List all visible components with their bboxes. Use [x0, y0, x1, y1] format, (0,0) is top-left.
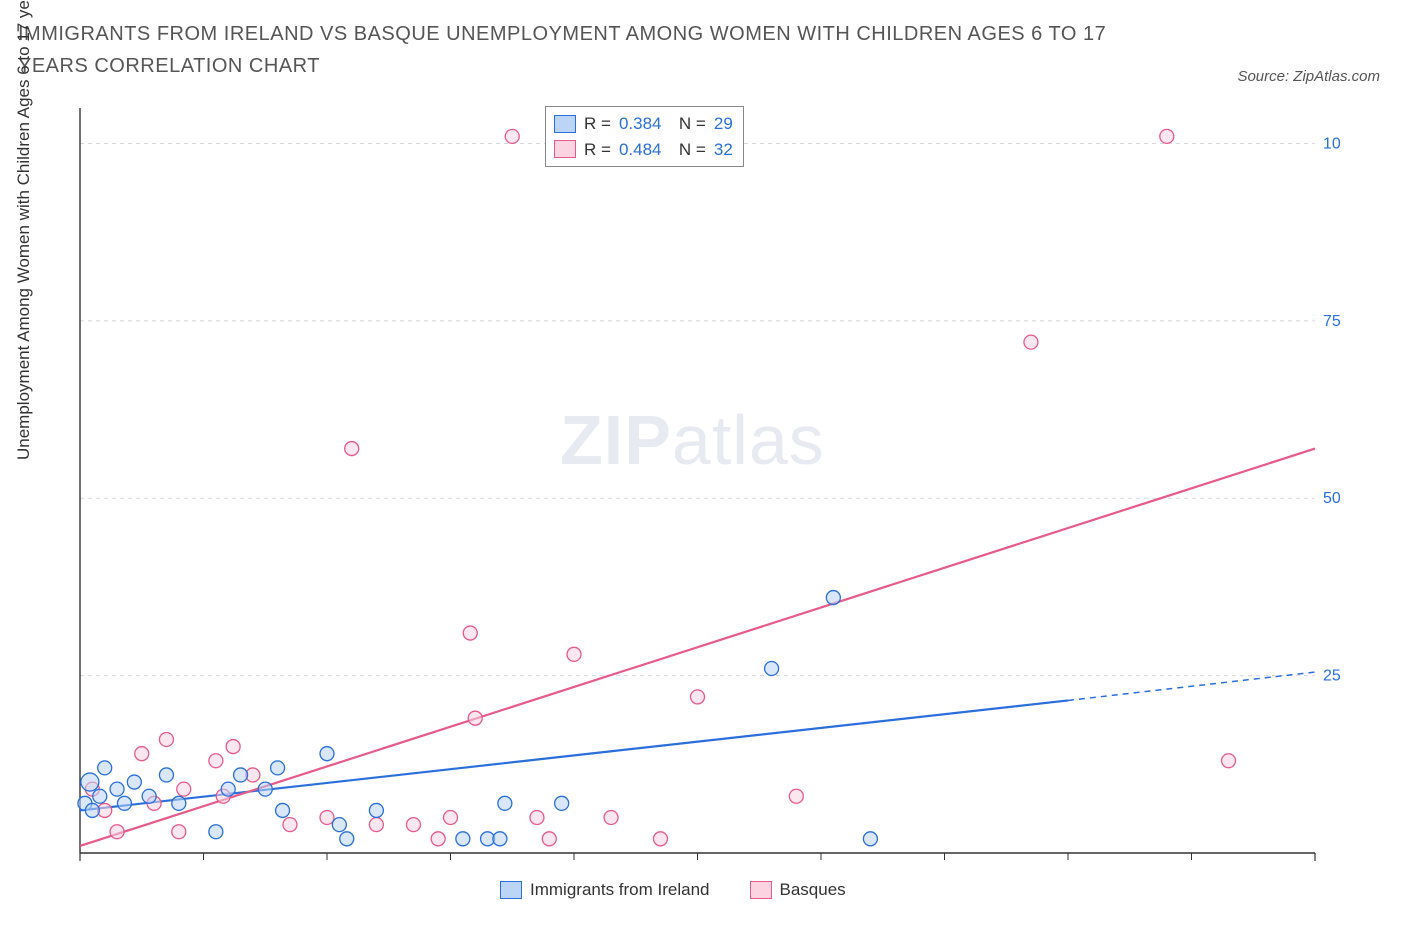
chart-svg: 25.0%50.0%75.0%100.0%0.0%5.0% — [55, 102, 1340, 862]
svg-text:100.0%: 100.0% — [1323, 135, 1340, 152]
svg-text:50.0%: 50.0% — [1323, 490, 1340, 507]
swatch-blue-icon — [554, 115, 576, 133]
swatch-pink-icon — [750, 881, 772, 899]
legend-n-value: 32 — [714, 137, 733, 163]
legend-item-pink: Basques — [750, 880, 846, 900]
legend-label: Immigrants from Ireland — [530, 880, 710, 900]
chart-title: IMMIGRANTS FROM IRELAND VS BASQUE UNEMPL… — [18, 18, 1138, 82]
title-area: IMMIGRANTS FROM IRELAND VS BASQUE UNEMPL… — [18, 18, 1388, 82]
stats-legend: R = 0.384 N = 29 R = 0.484 N = 32 — [545, 106, 744, 167]
source-attribution: Source: ZipAtlas.com — [1237, 68, 1380, 85]
legend-row-blue: R = 0.384 N = 29 — [554, 111, 733, 137]
swatch-blue-icon — [500, 881, 522, 899]
legend-r-value: 0.384 — [619, 111, 662, 137]
swatch-pink-icon — [554, 140, 576, 158]
legend-r-label: R = — [584, 111, 611, 137]
series-legend: Immigrants from Ireland Basques — [500, 880, 846, 900]
legend-r-label: R = — [584, 137, 611, 163]
legend-label: Basques — [780, 880, 846, 900]
legend-row-pink: R = 0.484 N = 32 — [554, 137, 733, 163]
legend-item-blue: Immigrants from Ireland — [500, 880, 710, 900]
legend-n-label: N = — [669, 137, 705, 163]
scatter-plot: 25.0%50.0%75.0%100.0%0.0%5.0% — [55, 102, 1340, 862]
legend-r-value: 0.484 — [619, 137, 662, 163]
y-axis-label: Unemployment Among Women with Children A… — [14, 0, 34, 460]
svg-text:75.0%: 75.0% — [1323, 313, 1340, 330]
legend-n-value: 29 — [714, 111, 733, 137]
legend-n-label: N = — [669, 111, 705, 137]
svg-text:25.0%: 25.0% — [1323, 668, 1340, 685]
